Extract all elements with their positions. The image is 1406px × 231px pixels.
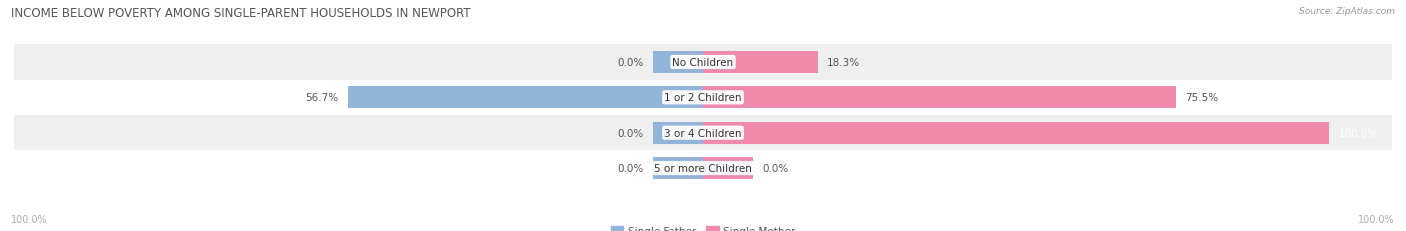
Bar: [703, 52, 818, 74]
Text: 100.0%: 100.0%: [11, 214, 48, 224]
Bar: [347, 87, 703, 109]
Text: No Children: No Children: [672, 58, 734, 68]
Text: 100.0%: 100.0%: [1358, 214, 1395, 224]
Bar: [703, 157, 754, 179]
Text: Source: ZipAtlas.com: Source: ZipAtlas.com: [1299, 7, 1395, 16]
Text: 100.0%: 100.0%: [1339, 128, 1378, 138]
Text: 0.0%: 0.0%: [617, 128, 644, 138]
Bar: [703, 87, 1175, 109]
Bar: [652, 52, 703, 74]
Bar: [703, 122, 1329, 144]
Text: INCOME BELOW POVERTY AMONG SINGLE-PARENT HOUSEHOLDS IN NEWPORT: INCOME BELOW POVERTY AMONG SINGLE-PARENT…: [11, 7, 471, 20]
Bar: [14, 151, 1392, 186]
Text: 0.0%: 0.0%: [617, 58, 644, 68]
Text: 75.5%: 75.5%: [1185, 93, 1219, 103]
Bar: [14, 80, 1392, 116]
Text: 3 or 4 Children: 3 or 4 Children: [664, 128, 742, 138]
Bar: [14, 116, 1392, 151]
Bar: [652, 157, 703, 179]
Legend: Single Father, Single Mother: Single Father, Single Mother: [610, 226, 796, 231]
Text: 5 or more Children: 5 or more Children: [654, 163, 752, 173]
Bar: [652, 122, 703, 144]
Text: 0.0%: 0.0%: [762, 163, 789, 173]
Bar: [14, 45, 1392, 80]
Text: 1 or 2 Children: 1 or 2 Children: [664, 93, 742, 103]
Text: 56.7%: 56.7%: [305, 93, 339, 103]
Text: 0.0%: 0.0%: [617, 163, 644, 173]
Text: 18.3%: 18.3%: [827, 58, 860, 68]
